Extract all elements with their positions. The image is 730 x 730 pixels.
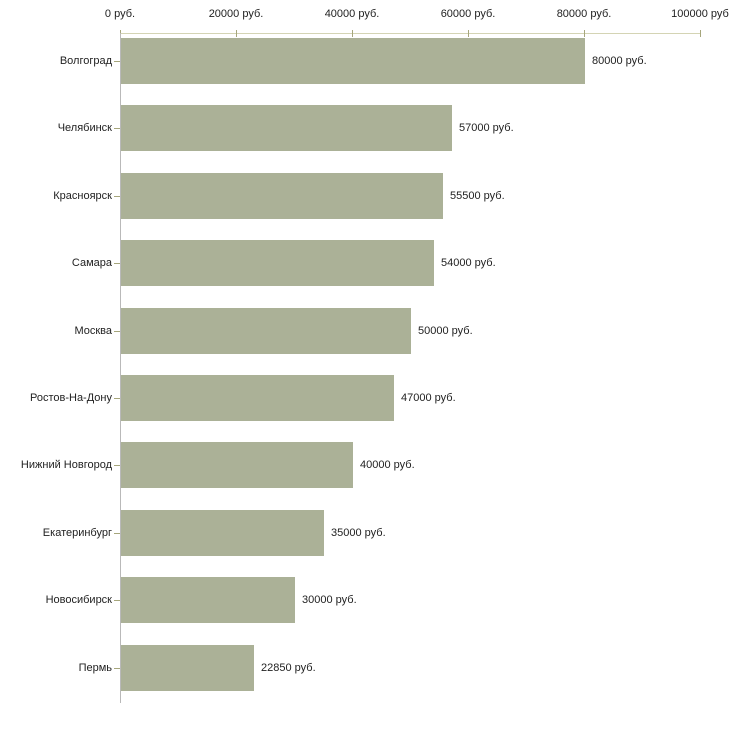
value-label: 54000 руб. (441, 257, 496, 269)
category-tick (114, 398, 120, 399)
bar (121, 240, 434, 286)
category-label: Новосибирск (45, 594, 112, 606)
category-label: Челябинск (57, 122, 112, 134)
x-axis-tick-label: 20000 руб. (208, 8, 264, 20)
category-label: Москва (74, 325, 112, 337)
category-tick (114, 533, 120, 534)
category-label: Волгоград (59, 55, 112, 67)
bar (121, 308, 411, 354)
x-axis-tick (236, 30, 237, 37)
value-label: 40000 руб. (360, 459, 415, 471)
bar (121, 645, 254, 691)
category-tick (114, 263, 120, 264)
category-label: Пермь (78, 662, 112, 674)
category-label: Нижний Новгород (20, 459, 112, 471)
x-axis-tick (584, 30, 585, 37)
bar (121, 38, 585, 84)
category-label: Екатеринбург (42, 527, 112, 539)
bar (121, 375, 394, 421)
category-label: Ростов-На-Дону (29, 392, 112, 404)
category-tick (114, 128, 120, 129)
category-tick (114, 331, 120, 332)
x-axis-tick-label: 40000 руб. (324, 8, 380, 20)
x-axis-tick-label: 80000 руб. (556, 8, 612, 20)
category-label: Красноярск (53, 190, 112, 202)
bar (121, 442, 353, 488)
category-tick (114, 61, 120, 62)
value-label: 22850 руб. (261, 662, 316, 674)
x-axis-tick-label: 60000 руб. (440, 8, 496, 20)
category-tick (114, 196, 120, 197)
x-axis-tick (700, 30, 701, 37)
value-label: 35000 руб. (331, 527, 386, 539)
category-tick (114, 465, 120, 466)
x-axis-tick-label: 0 руб. (104, 8, 136, 20)
x-axis-line (120, 33, 701, 34)
bar (121, 173, 443, 219)
value-label: 55500 руб. (450, 190, 505, 202)
bar (121, 577, 295, 623)
value-label: 30000 руб. (302, 594, 357, 606)
x-axis-tick-label: 100000 руб (671, 8, 729, 20)
x-axis-tick (352, 30, 353, 37)
category-tick (114, 600, 120, 601)
x-axis-tick (468, 30, 469, 37)
value-label: 57000 руб. (459, 122, 514, 134)
category-tick (114, 668, 120, 669)
value-label: 50000 руб. (418, 325, 473, 337)
value-label: 47000 руб. (401, 392, 456, 404)
bar (121, 510, 324, 556)
bar (121, 105, 452, 151)
category-label: Самара (71, 257, 112, 269)
y-axis-line (120, 33, 121, 703)
value-label: 80000 руб. (592, 55, 647, 67)
